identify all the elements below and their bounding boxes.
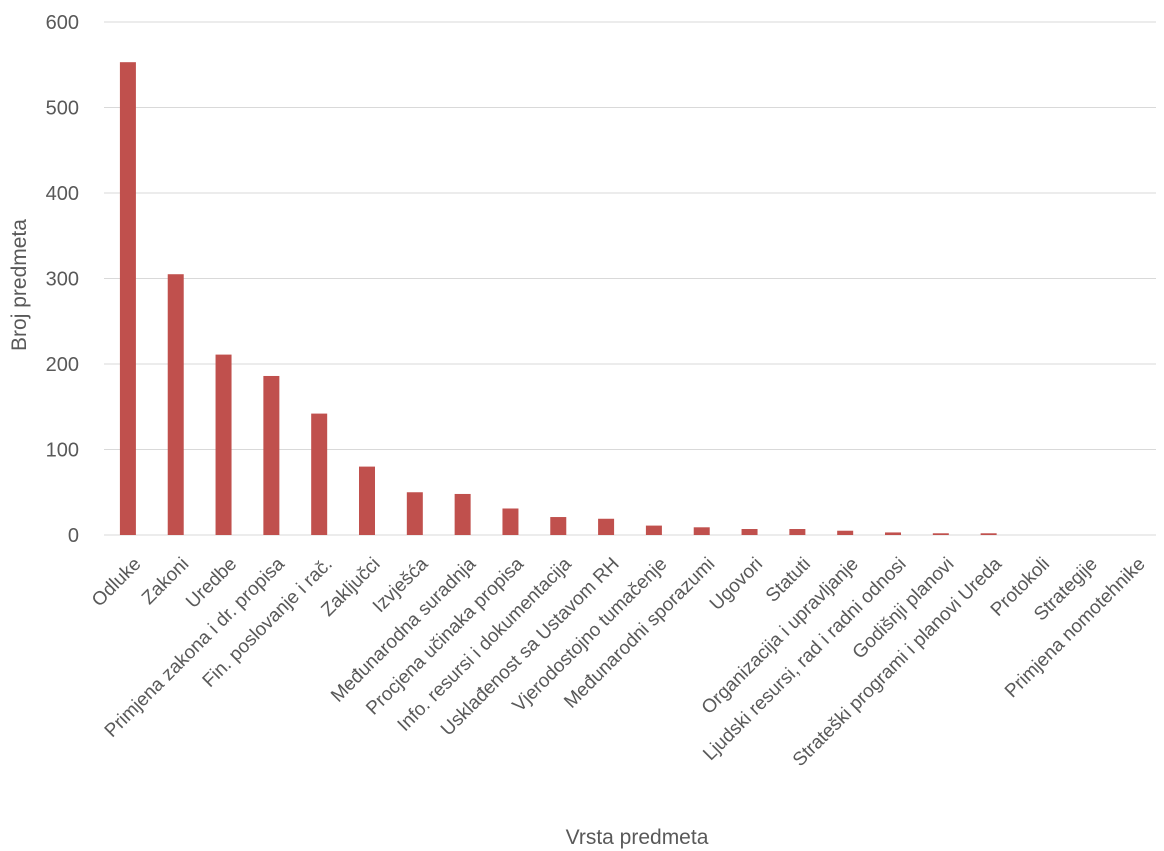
bar <box>693 527 710 535</box>
bar <box>980 533 997 535</box>
bar <box>359 466 375 535</box>
bar <box>789 529 806 535</box>
bar <box>932 533 949 535</box>
bar <box>741 529 758 535</box>
bar <box>263 375 280 535</box>
bar <box>167 274 184 535</box>
y-tick-label: 300 <box>46 269 79 291</box>
y-axis-ticks: 0 100 200 300 400 500 600 <box>46 12 79 547</box>
y-tick-label: 100 <box>46 440 79 462</box>
bar <box>885 532 901 535</box>
gridlines <box>104 21 1156 536</box>
y-tick-label: 600 <box>46 12 79 34</box>
bar <box>550 517 567 535</box>
bar <box>837 530 854 535</box>
bar <box>119 62 136 536</box>
y-tick-label: 400 <box>46 183 79 205</box>
bar <box>598 518 615 535</box>
x-tick-label: Odluke <box>88 554 145 611</box>
y-tick-label: 0 <box>68 525 79 547</box>
bar <box>454 493 471 535</box>
y-tick-label: 200 <box>46 354 79 376</box>
bar <box>215 354 232 535</box>
bar <box>406 492 423 535</box>
bar <box>645 525 662 535</box>
y-tick-label: 500 <box>46 98 79 120</box>
x-tick-label: Ugovori <box>706 554 767 615</box>
bar <box>502 508 519 535</box>
y-axis-title: Broj predmeta <box>8 219 31 351</box>
bars <box>119 62 997 536</box>
bar <box>311 413 328 535</box>
x-axis-title: Vrsta predmeta <box>566 826 709 849</box>
